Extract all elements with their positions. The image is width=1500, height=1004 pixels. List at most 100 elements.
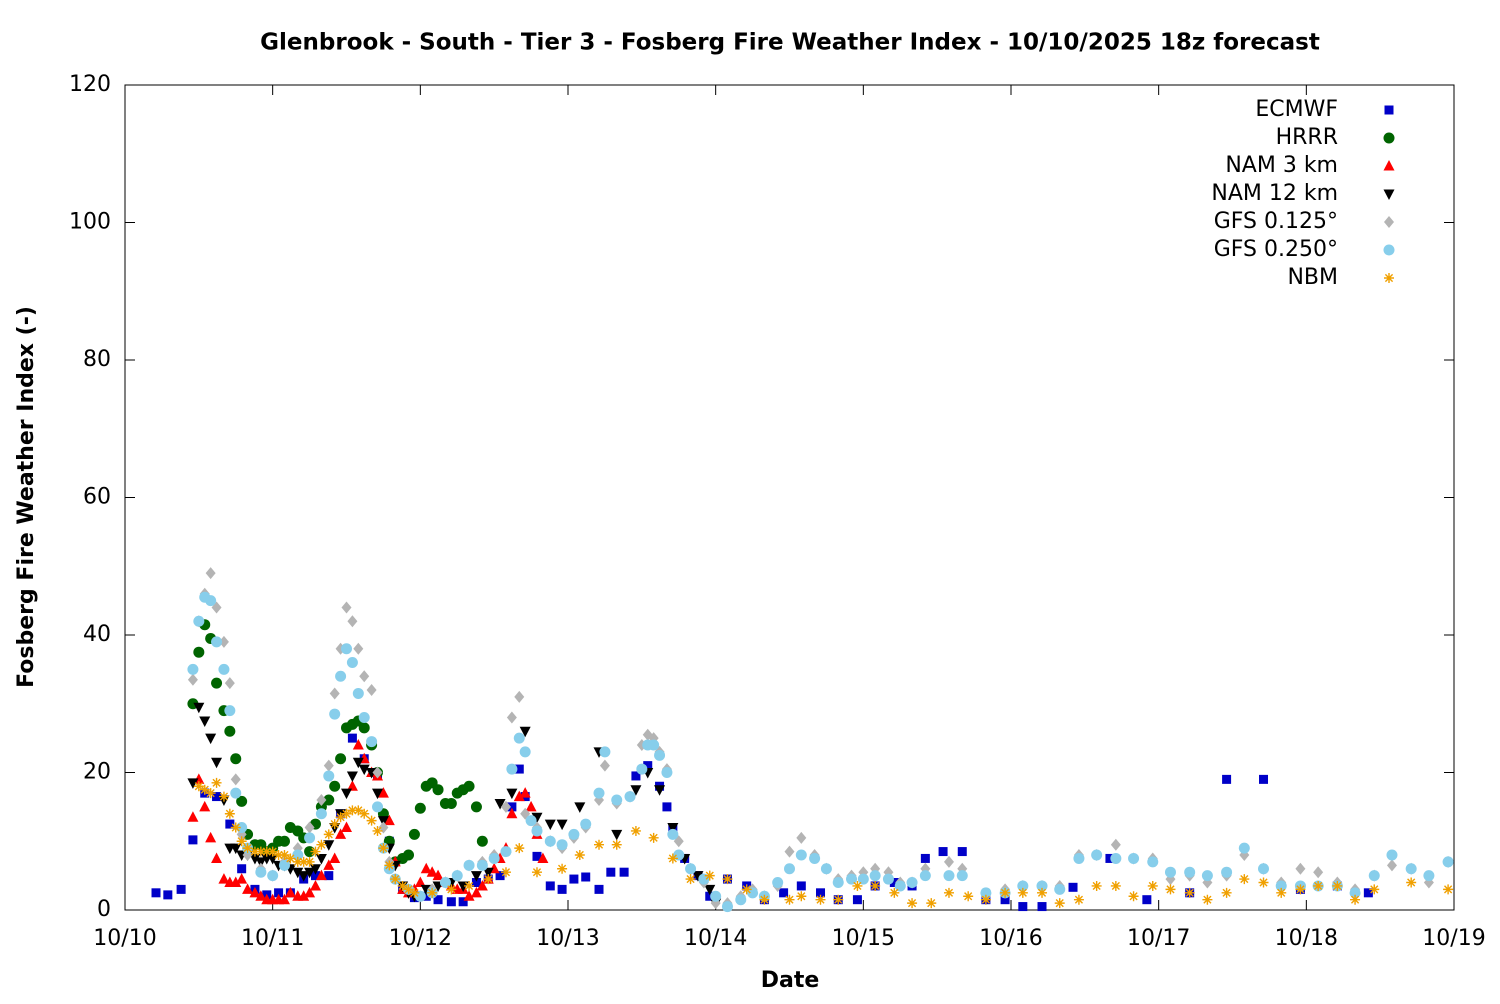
x-tick-label: 10/11	[241, 926, 304, 951]
point	[1110, 880, 1121, 891]
point	[309, 864, 321, 875]
point	[519, 726, 531, 738]
point	[476, 879, 488, 891]
point	[519, 746, 531, 758]
point	[594, 884, 604, 894]
point	[218, 635, 229, 648]
point	[205, 567, 216, 580]
point	[963, 891, 974, 902]
legend-marker	[1384, 105, 1394, 115]
point	[1442, 856, 1454, 868]
point	[1142, 895, 1152, 905]
point	[316, 839, 327, 850]
point	[495, 871, 505, 881]
point	[710, 890, 722, 902]
point	[187, 778, 199, 789]
point	[816, 888, 826, 898]
point	[279, 850, 290, 860]
point	[463, 859, 475, 871]
point	[409, 887, 420, 898]
legend-label: GFS 0.125°	[1214, 209, 1338, 234]
point	[323, 829, 334, 840]
point	[323, 770, 335, 782]
point	[704, 870, 715, 881]
point	[494, 798, 506, 810]
point	[1147, 856, 1159, 868]
legend-marker	[1383, 160, 1395, 171]
point	[432, 784, 444, 796]
point	[907, 898, 918, 909]
point	[980, 894, 991, 905]
point	[735, 894, 747, 906]
point	[315, 869, 327, 881]
legend-marker	[1383, 132, 1395, 144]
point	[1017, 887, 1028, 898]
point	[230, 876, 242, 887]
legend-marker	[1384, 216, 1394, 228]
point	[648, 832, 659, 843]
point	[205, 733, 217, 745]
point	[359, 808, 370, 819]
point	[795, 849, 807, 861]
point	[255, 857, 267, 868]
point	[619, 867, 629, 877]
x-tick-label: 10/18	[1275, 926, 1338, 951]
point	[358, 712, 370, 723]
point	[1202, 894, 1213, 905]
point	[1369, 884, 1380, 895]
point	[335, 753, 347, 765]
x-tick-label: 10/16	[979, 926, 1042, 951]
point	[1018, 902, 1028, 912]
point	[458, 897, 468, 907]
y-tick-label: 0	[97, 897, 111, 922]
point	[1054, 883, 1066, 895]
legend-label: NAM 3 km	[1225, 153, 1338, 178]
point	[889, 887, 900, 898]
point	[594, 839, 605, 850]
point	[346, 657, 358, 668]
point	[309, 879, 321, 891]
point	[532, 851, 542, 861]
point	[242, 883, 254, 894]
point	[606, 867, 616, 877]
point	[451, 870, 463, 882]
point	[261, 846, 272, 857]
point	[943, 855, 954, 868]
point	[815, 894, 826, 905]
point	[889, 878, 899, 887]
point	[661, 767, 673, 778]
point	[323, 859, 335, 870]
y-tick-label: 100	[69, 210, 111, 235]
point	[1073, 852, 1085, 864]
point	[556, 839, 568, 851]
x-axis-label: Date	[761, 968, 820, 993]
chart-title: Glenbrook - South - Tier 3 - Fosberg Fir…	[260, 30, 1320, 56]
point	[358, 722, 370, 734]
point	[1017, 880, 1029, 892]
point	[514, 690, 525, 703]
point	[1368, 870, 1380, 882]
point	[506, 763, 518, 775]
point	[1406, 877, 1417, 888]
point	[366, 684, 377, 696]
point	[372, 825, 383, 836]
point	[476, 859, 488, 871]
point	[1091, 880, 1102, 891]
point	[230, 753, 242, 765]
point	[1110, 838, 1121, 851]
point	[557, 884, 567, 894]
point	[211, 852, 223, 863]
point	[366, 815, 377, 826]
point	[199, 716, 211, 727]
point	[273, 850, 284, 860]
legend-marker	[1383, 189, 1395, 200]
point	[372, 766, 383, 779]
point	[298, 856, 309, 867]
point	[353, 642, 364, 655]
point	[292, 867, 304, 879]
point	[218, 873, 230, 884]
point	[408, 828, 420, 840]
point	[832, 877, 844, 888]
point	[1238, 842, 1250, 854]
